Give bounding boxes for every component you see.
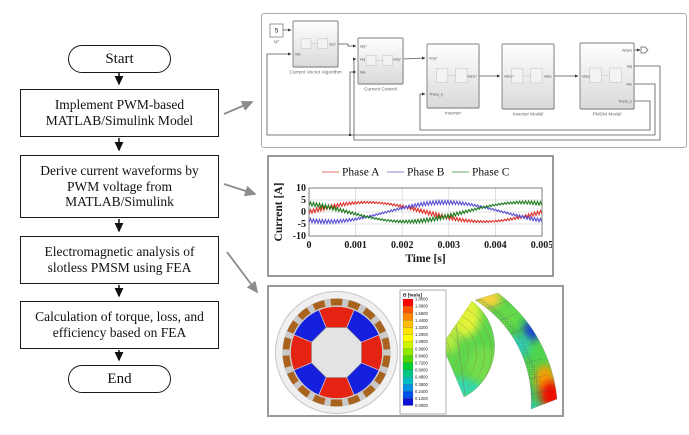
flow-step-2: Derive current waveforms by PWM voltage … [20,155,219,218]
svg-text:-5: -5 [298,219,306,230]
flow-step-1: Implement PWM-based MATLAB/Simulink Mode… [20,89,219,137]
svg-text:-10: -10 [293,231,306,242]
svg-text:0.3600: 0.3600 [415,382,428,387]
svg-text:Phase C: Phase C [472,167,510,179]
svg-text:0.0000: 0.0000 [415,403,428,408]
svg-text:1.4400: 1.4400 [415,318,428,323]
flow-start-node: Start [68,45,171,73]
svg-text:1.6800: 1.6800 [415,304,428,309]
fea-results-panel: B [tesla] 1.8000 1.6800 1.5600 1.4400 1.3200 1… [267,285,564,417]
svg-text:We: We [360,70,366,74]
svg-text:0.1200: 0.1200 [415,396,428,401]
fea-graphics: B [tesla]1.8000 1.6800 1.5600 1.4400 1.3200 1… [275,289,558,415]
svg-text:Vabc*: Vabc* [504,74,514,78]
svg-text:Theta_e: Theta_e [618,99,632,103]
flow-step-2-label: Derive current waveforms by PWM voltage … [40,162,199,210]
svg-text:0.001: 0.001 [344,240,367,251]
svg-text:Inverter Model: Inverter Model [513,112,544,118]
svg-text:1.8000: 1.8000 [415,297,428,302]
svg-text:Vabc: Vabc [582,74,590,78]
flow-end-label: End [107,370,132,387]
svg-text:0.6000: 0.6000 [415,368,428,373]
svg-text:1.3200: 1.3200 [415,325,428,330]
svg-text:Theta_e: Theta_e [429,92,443,96]
svg-text:10: 10 [296,183,306,194]
svg-text:0.4800: 0.4800 [415,375,428,380]
svg-text:1.5600: 1.5600 [415,311,428,316]
svg-text:Idq*: Idq* [360,44,367,48]
svg-text:Phase B: Phase B [407,167,445,179]
flow-step-4: Calculation of torque, loss, and efficie… [20,301,219,349]
svg-text:0.8400: 0.8400 [415,353,428,358]
svg-text:0: 0 [307,240,312,251]
svg-text:PMSM Model: PMSM Model [593,112,622,118]
svg-text:Inverter: Inverter [445,111,462,117]
panel-pointer-arrows [223,100,259,294]
svg-text:0.004: 0.004 [484,240,507,251]
svg-text:0.2400: 0.2400 [415,389,428,394]
svg-text:Idq: Idq [627,64,632,68]
flux-density-colorbar: B [tesla]1.8000 1.6800 1.5600 1.4400 1.3200 1… [399,289,447,415]
svg-text:Current Control: Current Control [364,87,397,93]
motor-cross-section [275,291,398,414]
svg-text:5: 5 [301,195,306,206]
svg-text:0.005: 0.005 [531,240,552,251]
simulink-model-panel: 5 Iq* Current Vector Algorithm We Idq* Curren… [261,13,687,148]
flow-start-label: Start [105,50,134,67]
svg-text:Current [A]: Current [A] [273,183,285,242]
svg-text:We: We [295,52,301,56]
svg-text:Iq*: Iq* [274,39,279,44]
flow-step-1-label: Implement PWM-based MATLAB/Simulink Mode… [45,97,194,128]
flow-step-4-label: Calculation of torque, loss, and efficie… [35,309,204,340]
svg-text:Idq: Idq [360,57,365,61]
svg-text:B [tesla]: B [tesla] [403,293,422,299]
svg-text:Vabc*: Vabc* [467,74,477,78]
svg-text:1.0800: 1.0800 [415,339,428,344]
svg-text:0.7200: 0.7200 [415,361,428,366]
svg-text:0.9600: 0.9600 [415,346,428,351]
svg-text:0.002: 0.002 [391,240,414,251]
svg-text:Wrpm: Wrpm [622,48,632,52]
svg-text:Vabc: Vabc [544,74,552,78]
svg-text:Phase A: Phase A [342,167,380,179]
current-waveform-panel: Phase A Phase B Phase C 10 5 0 -5 -10 0 0.001 0.00… [267,155,554,277]
svg-text:Time [s]: Time [s] [405,253,445,265]
svg-text:Idq*: Idq* [329,42,336,46]
svg-text:Vdq*: Vdq* [429,56,438,60]
svg-text:5: 5 [275,28,279,35]
svg-text:We: We [626,82,632,86]
flow-step-3: Electromagnetic analysis of slotless PMS… [20,236,219,284]
simulink-diagram: 5 Iq* Current Vector Algorithm We Idq* Curren… [266,20,661,141]
flow-end-node: End [68,365,171,393]
svg-text:Current Vector Algorithm: Current Vector Algorithm [289,70,341,76]
svg-text:0: 0 [301,207,306,218]
svg-text:Vdq*: Vdq* [393,57,402,61]
flow-step-3-label: Electromagnetic analysis of slotless PMS… [44,244,195,275]
svg-text:1.2000: 1.2000 [415,332,428,337]
svg-text:0.003: 0.003 [438,240,461,251]
